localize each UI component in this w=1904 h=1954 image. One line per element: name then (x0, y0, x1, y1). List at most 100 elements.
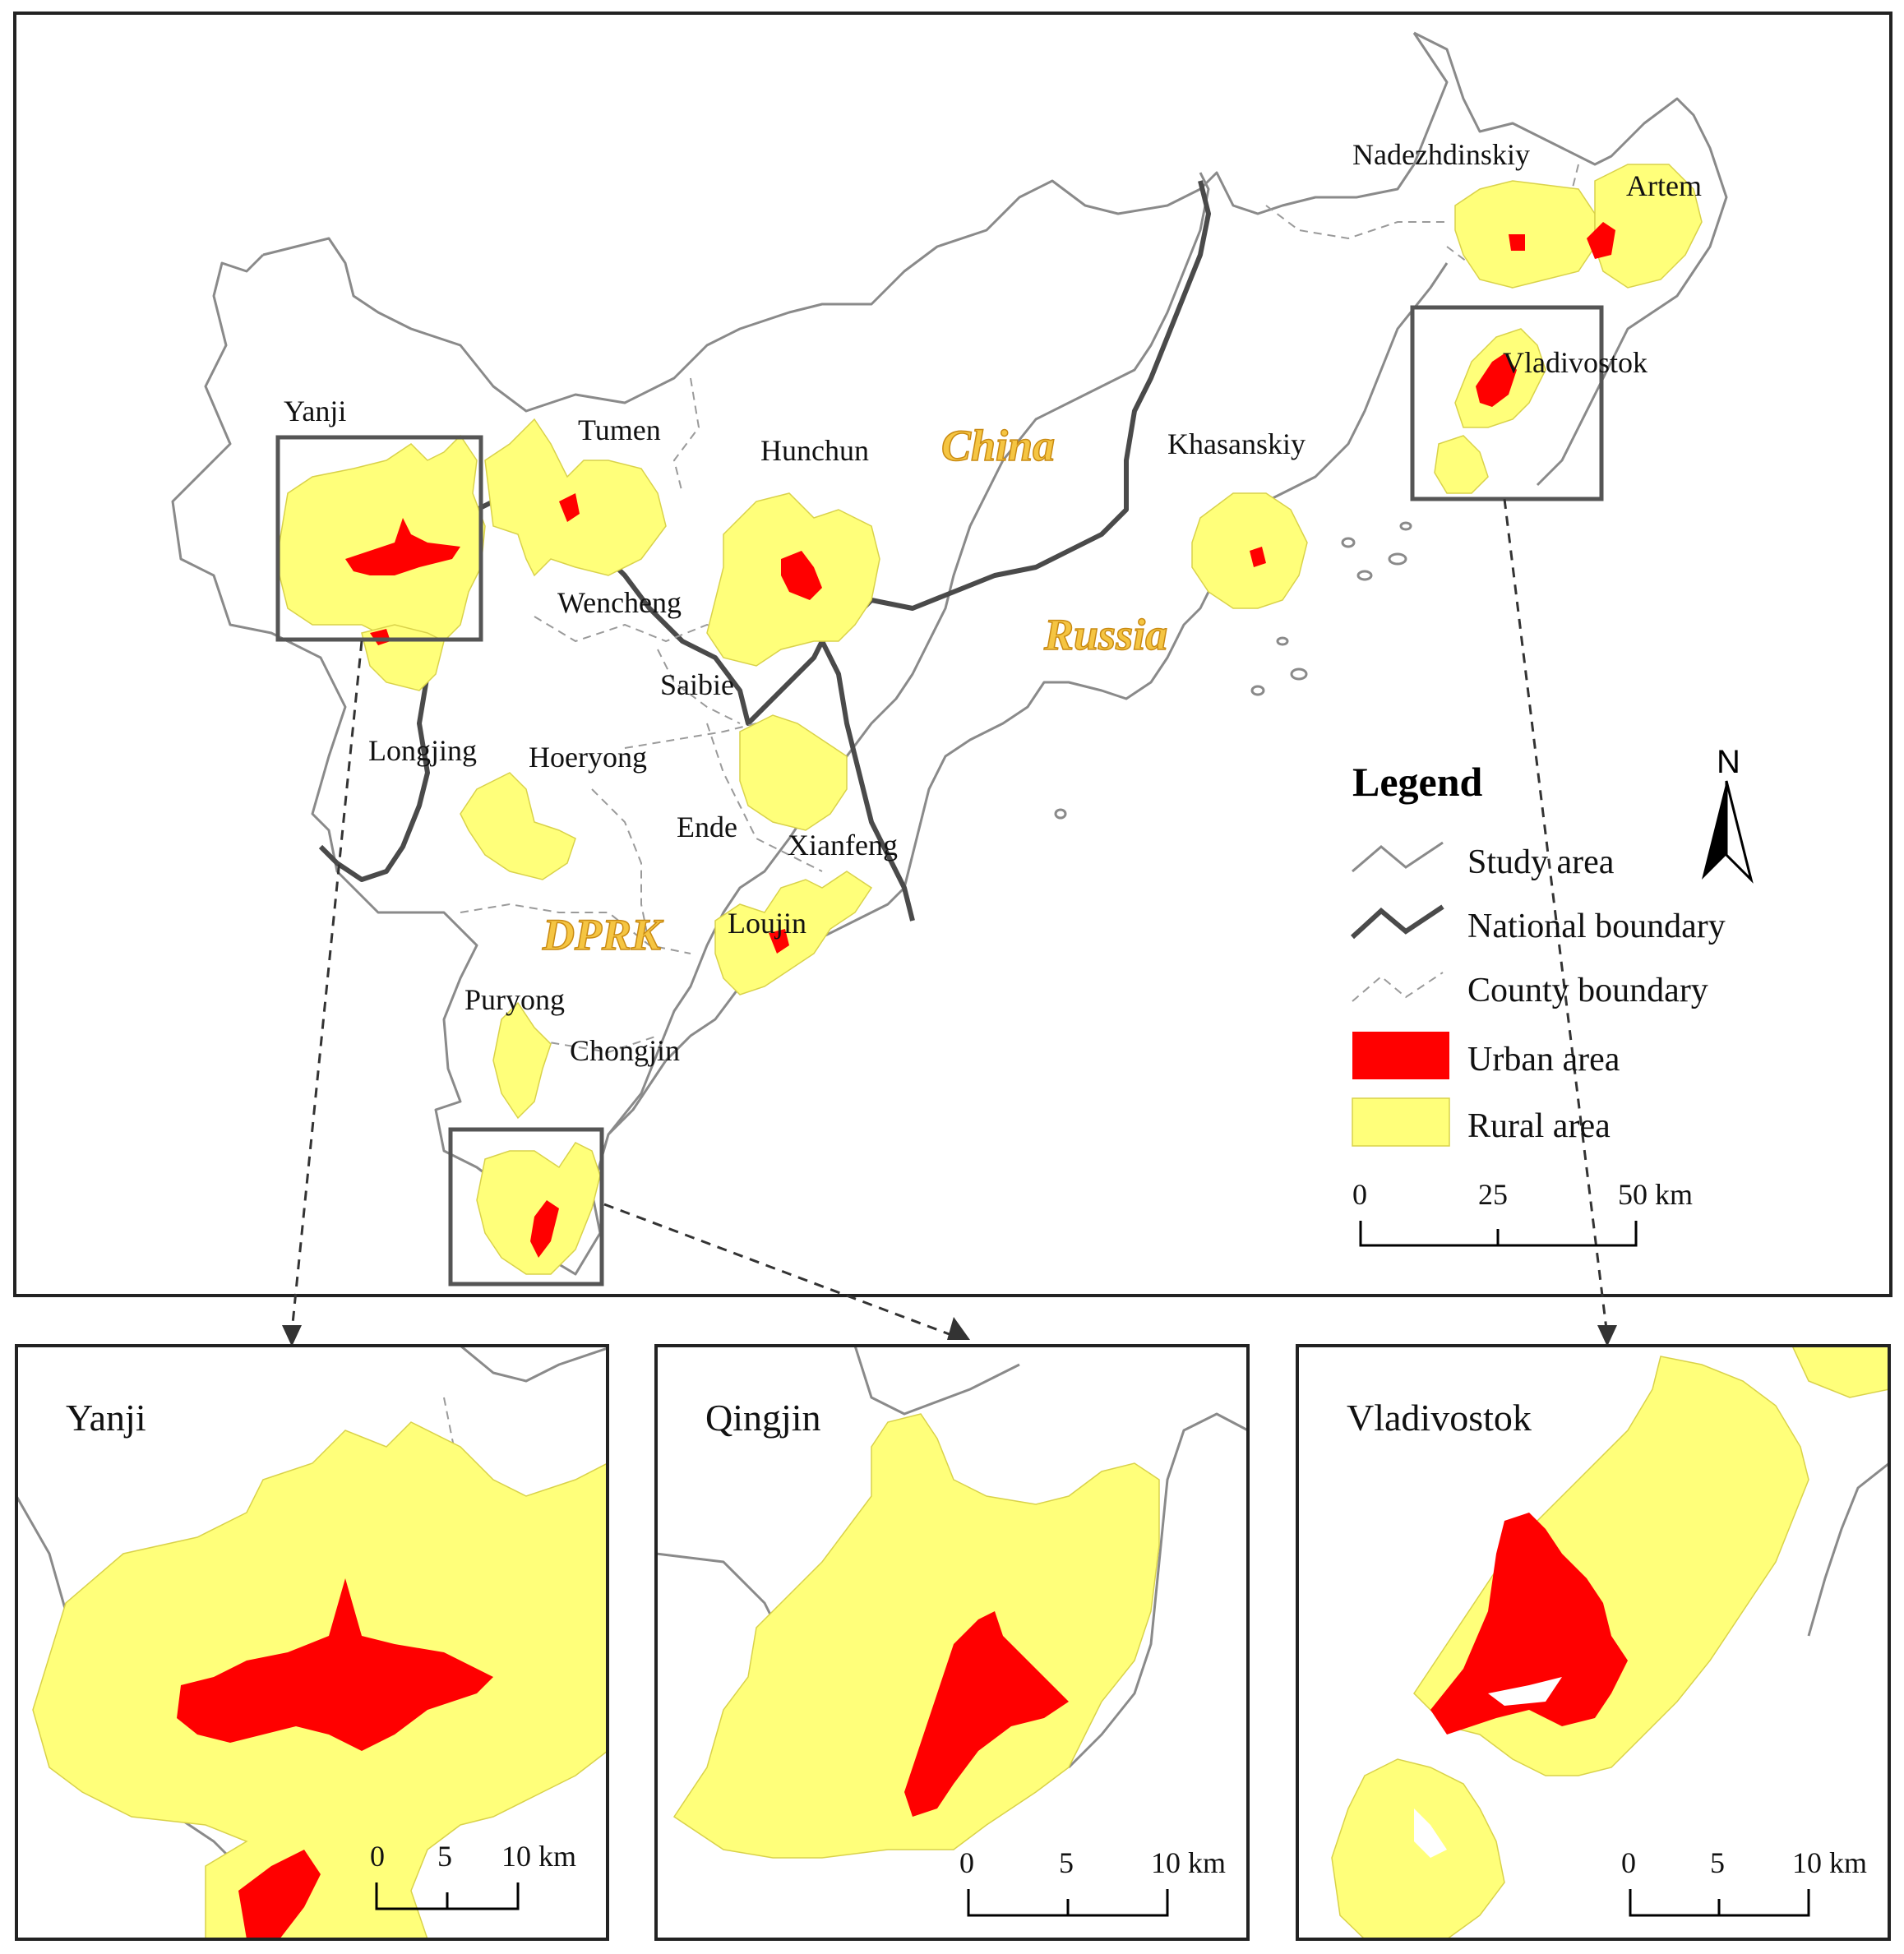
inset-indicator-qingjin (448, 1127, 604, 1286)
main-scale-bar: 0 25 50 km (1352, 1178, 1693, 1247)
urban-nadezhdinskiy (1509, 234, 1525, 251)
rural-russky (1434, 435, 1489, 494)
inset-qingjin-scale-tick-5: 5 (1059, 1846, 1074, 1879)
inset-qingjin-scale-tick-0: 0 (959, 1846, 974, 1879)
inset-vladivostok-urban (1430, 1513, 1628, 1735)
inset-yanji-scale-tick-0: 0 (370, 1840, 385, 1873)
arrowhead-vladivostok (1597, 1325, 1617, 1347)
rural-qingjin (476, 1142, 601, 1275)
study-area-outline-west (171, 172, 1210, 1276)
urban-yanji (345, 518, 460, 575)
rural-saibie-hoeryong (739, 714, 848, 831)
label-country-china: China (941, 421, 1055, 470)
label-country-dprk: DPRK (542, 910, 664, 959)
legend-symbol-national-boundary (1350, 904, 1444, 940)
label-chongjin: Chongjin (570, 1034, 680, 1067)
main-scale-tick-50: 50 km (1618, 1178, 1693, 1211)
inset-vladivostok-scale-tick-0: 0 (1621, 1846, 1636, 1879)
inset-vladivostok-rural-north (1791, 1346, 1889, 1398)
inset-vladivostok-frame (1296, 1344, 1891, 1941)
inset-vladivostok-scale-tick-10: 10 km (1792, 1846, 1867, 1879)
inset-qingjin: Qingjin 0 5 10 km (654, 1344, 1250, 1941)
leader-line-qingjin (603, 1203, 954, 1337)
inset-yanji-scale-tick-5: 5 (437, 1840, 452, 1873)
inset-vladivostok-rural-russky (1331, 1758, 1505, 1939)
legend-label-rural-area: Rural area (1467, 1107, 1611, 1145)
legend-title: Legend (1352, 759, 1483, 805)
main-scale-tick-0: 0 (1352, 1178, 1367, 1211)
label-longjing: Longjing (368, 734, 477, 767)
label-khasanskiy: Khasanskiy (1167, 427, 1306, 460)
label-saibie: Saibie (660, 668, 734, 701)
study-area-outline-east (1413, 31, 1728, 487)
label-yanji: Yanji (284, 395, 346, 427)
legend-label-urban-area: Urban area (1467, 1041, 1620, 1079)
inset-qingjin-title: Qingjin (705, 1397, 821, 1439)
inset-vladivostok-scale-tick-5: 5 (1710, 1846, 1725, 1879)
rural-areas (279, 164, 1703, 1275)
main-map: Nadezhdinskiy Artem Vladivostok Yanji Tu… (13, 12, 1892, 1347)
coastline (607, 262, 1449, 1136)
inset-qingjin-scale-bar: 0 5 10 km (959, 1846, 1226, 1917)
label-vladivostok: Vladivostok (1503, 346, 1648, 379)
legend-symbol-urban-area (1352, 1032, 1449, 1079)
legend-label-national-boundary: National boundary (1467, 908, 1726, 945)
inset-indicator-vladivostok (1410, 305, 1604, 501)
inset-yanji-scale-bar: 0 5 10 km (370, 1840, 576, 1910)
arrowhead-yanji (282, 1325, 302, 1347)
study-area-outline-north (262, 32, 1449, 413)
national-boundary (318, 180, 1211, 922)
legend-symbol-county-boundary (1352, 972, 1444, 1002)
inset-qingjin-rural (672, 1413, 1160, 1859)
rural-puryong (492, 1001, 552, 1120)
label-tumen: Tumen (578, 413, 661, 446)
inset-qingjin-urban (904, 1611, 1069, 1817)
leader-line-yanji (290, 640, 363, 1333)
inset-indicator-yanji (275, 435, 483, 642)
inset-vladivostok-title: Vladivostok (1347, 1397, 1532, 1439)
inset-vladivostok-scale-bar: 0 5 10 km (1621, 1846, 1867, 1917)
rural-hoeryong (460, 772, 576, 880)
islands (1054, 521, 1412, 820)
rural-artem (1594, 164, 1703, 289)
place-labels: Nadezhdinskiy Artem Vladivostok Yanji Tu… (284, 138, 1702, 1067)
urban-khasanskiy (1250, 547, 1266, 567)
urban-vladivostok (1476, 353, 1517, 407)
inset-yanji-title: Yanji (66, 1397, 146, 1439)
label-country-russia: Russia (1043, 610, 1167, 659)
inset-yanji: Yanji 0 5 10 km (15, 1344, 609, 1941)
legend-symbol-rural-area (1352, 1097, 1450, 1147)
label-hunchun: Hunchun (760, 434, 869, 467)
main-map-frame (13, 12, 1892, 1297)
inset-yanji-frame (15, 1344, 609, 1941)
inset-yanji-urban (177, 1578, 493, 1751)
north-arrow-icon: N (1702, 744, 1754, 884)
urban-loujin (769, 929, 789, 954)
label-artem: Artem (1626, 169, 1702, 202)
inset-vladivostok: Vladivostok 0 5 10 km (1296, 1344, 1891, 1941)
inset-qingjin-scale-tick-10: 10 km (1151, 1846, 1226, 1879)
label-hoeryong: Hoeryong (529, 741, 647, 774)
urban-hunchun (781, 551, 822, 600)
north-arrow-label: N (1717, 744, 1740, 780)
leader-line-vladivostok (1503, 498, 1609, 1337)
legend-symbol-study-area (1352, 841, 1444, 873)
label-ende: Ende (677, 811, 737, 843)
inset-qingjin-frame (654, 1344, 1250, 1941)
urban-artem (1587, 222, 1615, 259)
label-loujin: Loujin (728, 907, 806, 940)
arrowhead-qingjin (947, 1317, 970, 1340)
label-nadezhdinskiy: Nadezhdinskiy (1352, 138, 1530, 171)
legend: Legend Study area National boundary Coun… (1350, 759, 1726, 1147)
inset-yanji-scale-tick-10: 10 km (501, 1840, 576, 1873)
label-xianfeng: Xianfeng (788, 829, 898, 862)
label-wencheng: Wencheng (557, 586, 682, 619)
legend-label-county-boundary: County boundary (1467, 972, 1708, 1009)
main-scale-tick-25: 25 (1478, 1178, 1508, 1211)
rural-loujin (714, 871, 873, 995)
label-puryong: Puryong (464, 983, 565, 1016)
urban-tumen (559, 493, 580, 522)
inset-yanji-urban-south (238, 1850, 321, 1939)
urban-qingjin (530, 1200, 559, 1258)
